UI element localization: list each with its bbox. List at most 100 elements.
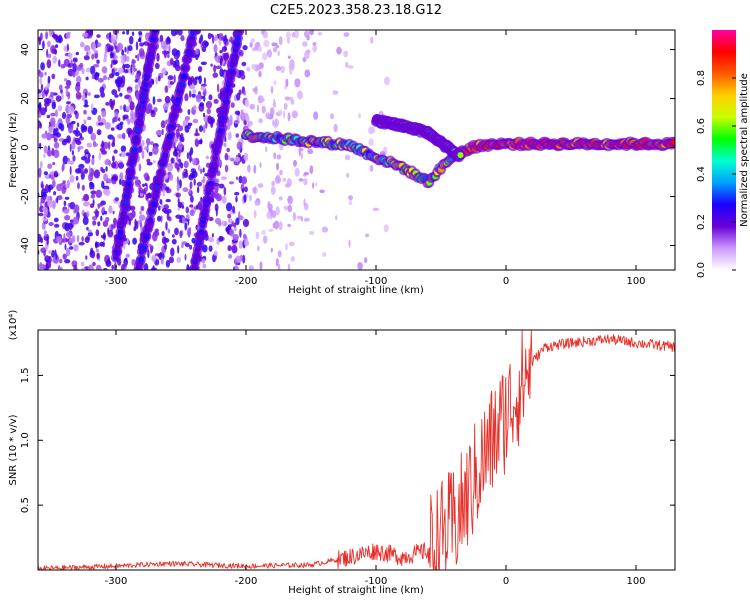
spectrogram-cell: [65, 117, 71, 125]
spectrogram-cell: [132, 237, 138, 245]
spectrogram-x-axis: -300 -200 -100 0 100: [105, 30, 646, 287]
spectrogram-cell: [253, 210, 257, 219]
spectrogram-cell: [110, 223, 114, 231]
spectrogram-cell: [46, 98, 52, 104]
spectrogram-cell: [225, 202, 233, 212]
spectrogram-cell: [126, 105, 130, 111]
spectrogram-cell: [165, 119, 168, 124]
spectrogram-cell: [205, 100, 213, 109]
spectrogram-cell: [242, 218, 250, 228]
spectrogram-cell: [167, 75, 174, 81]
spectrogram-cell: [235, 133, 240, 138]
spectrogram-cell: [45, 263, 49, 270]
spectrogram-cell: [44, 184, 49, 194]
spectrogram-cell: [104, 46, 108, 54]
spectrogram-cell: [177, 245, 180, 254]
spectrogram-cell: [312, 44, 318, 53]
spectrogram-cell: [261, 30, 265, 35]
spectrogram-cell: [111, 141, 116, 147]
spectrogram-cell: [184, 125, 190, 133]
spectrogram-cell: [54, 127, 59, 136]
spectrogram-cell: [41, 133, 48, 139]
spectrogram-cell: [125, 253, 130, 258]
spectrogram-cell: [321, 226, 329, 233]
spectrogram-cell: [269, 107, 275, 116]
colorbar-ticks: 0.0 0.2 0.4 0.6 0.8: [696, 70, 736, 278]
spectrogram-cell: [158, 205, 161, 211]
spectrogram-cell: [287, 223, 292, 228]
spectrogram-cell: [133, 226, 137, 232]
spectrogram-cell: [169, 173, 174, 181]
spectrogram-cell: [256, 64, 261, 71]
spectrogram-y-label: Frequency (Hz): [8, 112, 19, 188]
spectrogram-cell: [261, 229, 266, 235]
spectrogram-cell: [45, 31, 49, 40]
spectrogram-cell: [202, 91, 206, 96]
spectrogram-cell: [127, 45, 133, 52]
spectrogram-cell: [277, 250, 282, 258]
spectrogram-cell: [137, 79, 141, 88]
spectrogram-cell: [303, 198, 306, 207]
spectrogram-cell: [368, 126, 374, 135]
spectrogram-cell: [170, 157, 175, 164]
spectrogram-cell: [280, 65, 286, 73]
spectrogram-frame: [37, 29, 676, 271]
spectrogram-cell: [271, 180, 275, 187]
snr-frame: [37, 329, 676, 571]
spectrogram-cell: [160, 202, 164, 209]
spectrogram-cell: [40, 83, 44, 91]
spectrogram-cell: [213, 64, 217, 73]
spectrogram-cell: [224, 36, 227, 45]
spectrogram-cell: [348, 200, 353, 206]
spectrogram-cell: [123, 63, 131, 69]
spectrogram-cell: [229, 114, 233, 124]
spectrogram-cell: [109, 51, 114, 59]
spectrogram-cell: [202, 124, 206, 134]
spectrogram-cell: [84, 168, 88, 174]
spectrogram-cell: [176, 176, 179, 185]
spectrogram-cell: [66, 101, 71, 105]
spectrogram-cell: [317, 32, 323, 36]
spectrogram-cell: [200, 61, 207, 66]
spectrogram-cell: [257, 245, 260, 251]
spectrogram-cell: [258, 46, 262, 53]
spectrogram-cell: [111, 155, 115, 162]
spectrogram-cell: [194, 139, 200, 148]
spectrogram-cell: [241, 188, 245, 193]
spectrogram-cell: [212, 72, 219, 78]
spectrogram-cell: [95, 210, 99, 218]
spectrogram-cell: [235, 217, 240, 226]
spectrogram-cell: [173, 74, 176, 84]
spectrogram-cell: [93, 63, 100, 68]
spectrogram-cell: [108, 141, 111, 150]
spectrogram-cell: [218, 39, 222, 46]
spectrogram-cell: [134, 179, 142, 186]
spectrogram-cell: [234, 119, 240, 125]
spectrogram-cell: [113, 149, 118, 154]
spectrogram-cell: [65, 79, 72, 87]
spectrogram-cell: [273, 80, 277, 85]
spectrogram-cell: [155, 76, 158, 85]
spectrogram-cell: [227, 213, 232, 219]
spectrogram-cell: [119, 105, 123, 110]
spectrogram-cell: [63, 78, 68, 82]
spectrogram-cell: [134, 79, 139, 83]
spectrogram-cell: [294, 167, 300, 177]
spectrogram-cell: [62, 253, 67, 260]
spectrogram-cell: [112, 116, 118, 123]
spectrogram-cell: [87, 92, 91, 96]
spectrogram-cell: [296, 90, 303, 100]
spectrogram-cell: [51, 101, 56, 110]
x-tick-label: -200: [235, 276, 258, 287]
ridge-cell: [137, 256, 144, 263]
colorbar-tick-label: 0.0: [696, 262, 707, 278]
spectrogram-cell: [202, 263, 207, 269]
x-tick-label: 0: [503, 276, 509, 287]
spectrogram-cell: [111, 161, 117, 169]
spectrogram-cell: [99, 147, 106, 152]
spectrogram-cell: [108, 205, 113, 214]
spectrogram-cell: [97, 114, 102, 122]
spectrogram-cell: [58, 34, 63, 44]
spectrogram-cell: [370, 36, 374, 44]
spectrogram-cell: [365, 233, 370, 238]
